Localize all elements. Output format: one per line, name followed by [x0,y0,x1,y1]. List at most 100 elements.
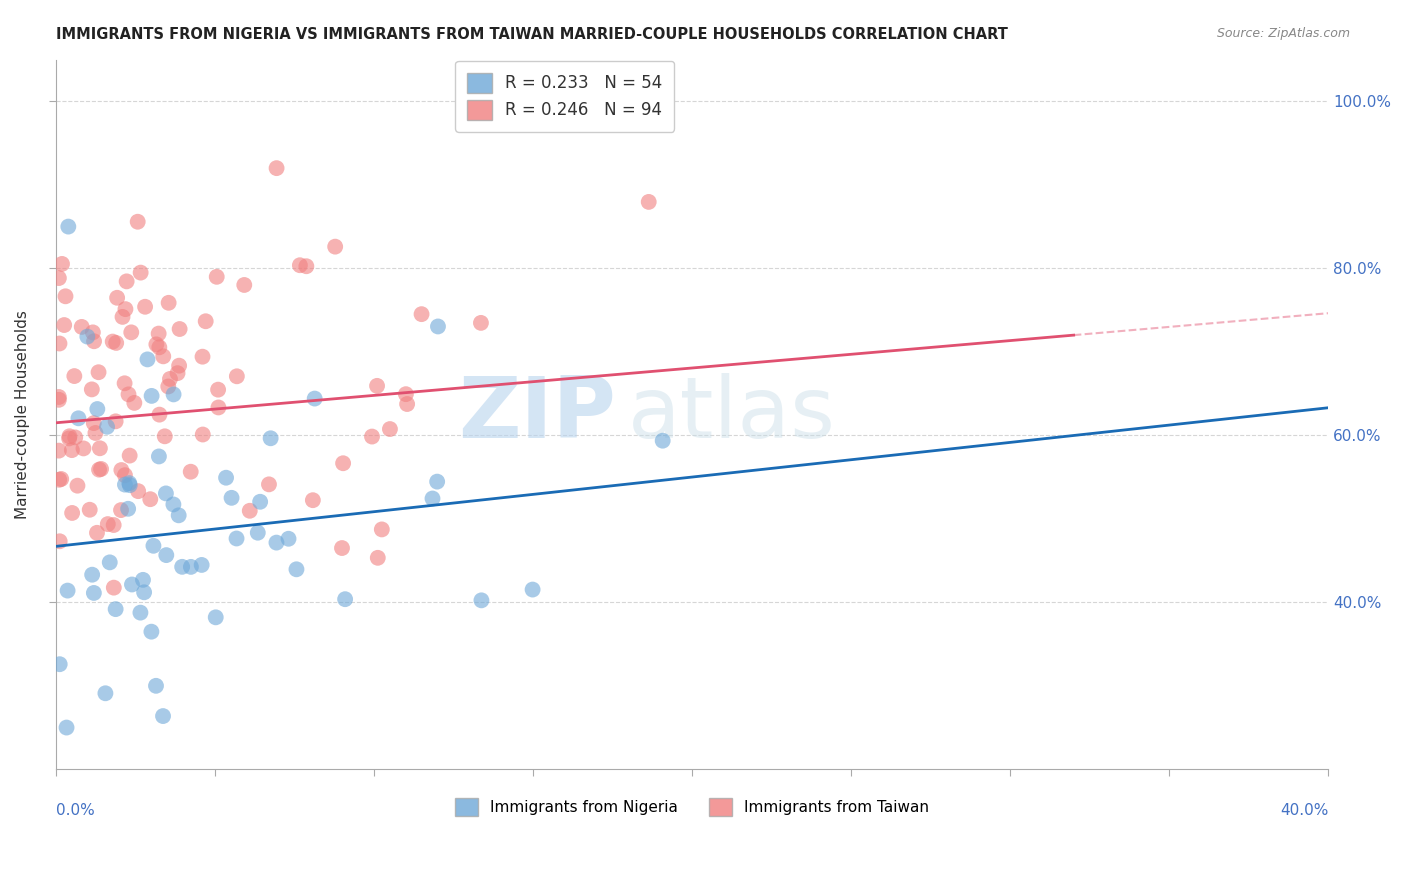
Point [333,592,356,607]
Point [411,307,433,321]
Point [48,443,70,458]
Point [76,329,98,343]
Text: 40.0%: 40.0% [1279,803,1329,818]
Point [56,583,79,598]
Text: IMMIGRANTS FROM NIGERIA VS IMMIGRANTS FROM TAIWAN MARRIED-COUPLE HOUSEHOLDS CORR: IMMIGRANTS FROM NIGERIA VS IMMIGRANTS FR… [56,27,1008,42]
Point [48,392,70,407]
Point [120,326,142,340]
Point [159,372,181,386]
Point [132,573,155,587]
Point [114,302,136,317]
Text: 0.0%: 0.0% [56,803,94,818]
Point [124,396,146,410]
Point [58,219,80,234]
Y-axis label: Married-couple Households: Married-couple Households [15,310,30,519]
Point [155,486,177,500]
Point [207,401,229,415]
Point [148,340,170,354]
Point [207,383,229,397]
Point [70,319,93,334]
Point [114,468,136,483]
Point [55,289,77,303]
Point [83,586,105,600]
Point [225,369,247,384]
Point [162,498,184,512]
Point [190,558,212,572]
Point [167,508,190,523]
Point [83,334,105,349]
Point [246,525,269,540]
Point [129,266,152,280]
Point [80,383,103,397]
Point [371,523,394,537]
Point [148,408,170,422]
Point [239,504,262,518]
Point [114,477,136,491]
Point [205,269,228,284]
Point [651,434,673,448]
Point [302,493,325,508]
Point [153,429,176,443]
Point [141,624,163,639]
Point [366,379,388,393]
Point [79,502,101,516]
Point [367,550,389,565]
Point [48,271,70,285]
Point [82,567,104,582]
Point [141,389,163,403]
Point [121,577,143,591]
Point [51,472,73,486]
Point [323,240,346,254]
Point [104,414,127,428]
Point [105,335,128,350]
Point [110,463,132,477]
Point [145,337,167,351]
Point [204,610,226,624]
Point [105,291,128,305]
Point [127,484,149,499]
Point [101,334,124,349]
Point [89,442,111,456]
Point [118,476,141,491]
Point [86,525,108,540]
Point [233,277,256,292]
Point [396,397,419,411]
Point [129,606,152,620]
Point [266,161,288,176]
Point [134,585,156,599]
Point [115,274,138,288]
Point [48,534,70,549]
Point [60,506,83,520]
Point [166,366,188,380]
Point [139,492,162,507]
Point [191,427,214,442]
Point [86,402,108,417]
Point [118,449,141,463]
Point [266,535,288,549]
Point [72,442,94,456]
Point [249,495,271,509]
Point [48,657,70,672]
Point [110,503,132,517]
Point [67,411,90,425]
Point [94,686,117,700]
Point [127,215,149,229]
Point [87,463,110,477]
Point [148,450,170,464]
Point [422,491,444,506]
Point [48,390,70,404]
Point [221,491,243,505]
Point [82,326,104,340]
Point [295,259,318,273]
Point [470,316,492,330]
Point [58,429,80,443]
Point [470,593,492,607]
Point [48,336,70,351]
Point [157,295,180,310]
Point [215,471,238,485]
Point [361,429,384,443]
Point [114,376,136,391]
Point [426,475,449,489]
Point [63,430,86,444]
Point [169,322,191,336]
